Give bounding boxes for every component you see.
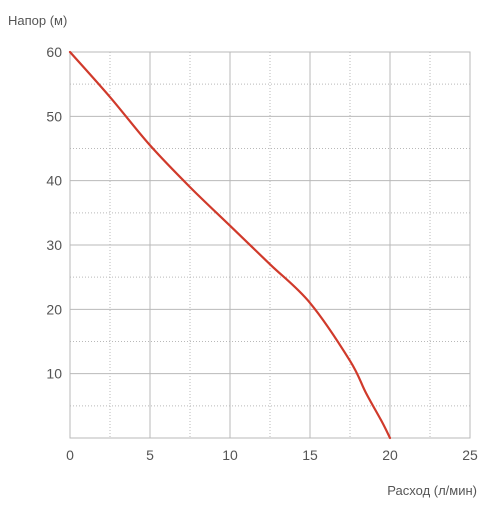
y-tick-label: 10 [46,366,62,382]
x-tick-label: 15 [302,447,318,463]
x-tick-label: 25 [462,447,478,463]
y-axis-title: Напор (м) [8,13,67,28]
x-tick-labels: 0 5 10 15 20 25 [66,447,478,463]
x-tick-label: 10 [222,447,238,463]
plot-border [69,51,471,439]
x-tick-label: 0 [66,447,74,463]
x-axis-title: Расход (л/мин) [387,483,477,498]
y-tick-labels: 10 20 30 40 50 60 [46,44,62,382]
y-tick-label: 50 [46,108,62,124]
y-tick-label: 60 [46,44,62,60]
series-line [68,50,392,440]
x-tick-label: 20 [382,447,398,463]
y-tick-label: 40 [46,173,62,189]
y-tick-label: 20 [46,301,62,317]
plot-frame [69,51,471,439]
y-tick-label: 30 [46,237,62,253]
series-layer [68,50,392,440]
x-tick-label: 5 [146,447,154,463]
